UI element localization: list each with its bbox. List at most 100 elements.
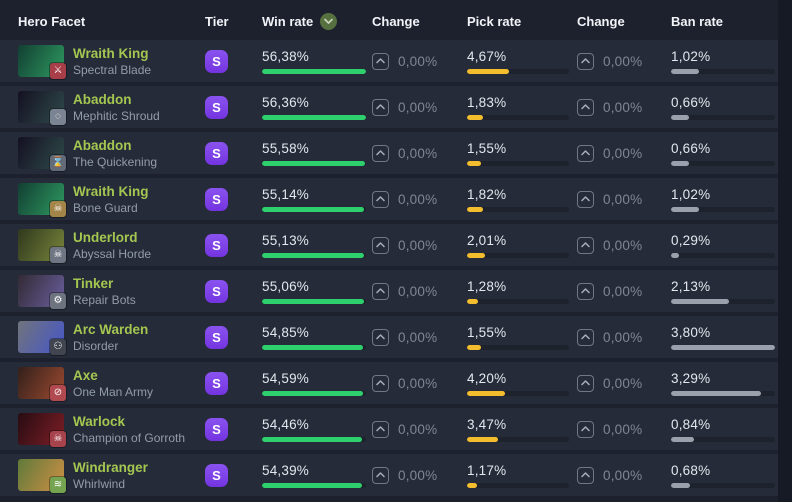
pick-rate-bar	[467, 252, 569, 258]
pick-rate-value: 1,55%	[467, 324, 507, 340]
change-up-icon	[372, 144, 389, 162]
ban-rate-value: 3,80%	[671, 324, 711, 340]
tier-badge: S	[205, 463, 228, 487]
win-rate-cell: 56,36%	[262, 95, 372, 120]
ban-rate-cell: 0,68%	[671, 463, 778, 488]
facet-name-label: Repair Bots	[73, 292, 136, 307]
tier-cell: S	[205, 95, 262, 119]
ban-rate-bar	[671, 114, 775, 120]
pick-change-value: 0,00%	[603, 237, 643, 253]
hero-portrait[interactable]: ☠	[18, 183, 66, 217]
change-up-icon	[372, 374, 389, 392]
col-header-pick-change[interactable]: Change	[577, 14, 671, 29]
table-row: ⚇ Arc Warden Disorder S 54,85% 0,00% 1,5…	[0, 316, 778, 358]
hero-name-link[interactable]: Wraith King	[73, 183, 149, 199]
win-rate-bar	[262, 390, 366, 396]
pick-rate-bar	[467, 114, 569, 120]
win-change-cell: 0,00%	[372, 466, 467, 484]
hero-portrait[interactable]: ⌛	[18, 137, 66, 171]
hero-name-link[interactable]: Warlock	[73, 413, 126, 429]
hero-name-link[interactable]: Windranger	[73, 459, 148, 475]
win-change-cell: 0,00%	[372, 98, 467, 116]
ban-rate-cell: 0,66%	[671, 95, 778, 120]
change-up-icon	[372, 282, 389, 300]
tier-badge: S	[205, 233, 228, 257]
hero-name-link[interactable]: Abaddon	[73, 137, 132, 153]
hero-facet-names: Axe One Man Army	[73, 368, 153, 399]
facet-name-label: Whirlwind	[73, 476, 126, 491]
pick-rate-value: 1,83%	[467, 94, 507, 110]
col-header-label: Change	[372, 13, 420, 29]
tier-cell: S	[205, 187, 262, 211]
change-up-icon	[372, 328, 389, 346]
col-header-label: Tier	[205, 13, 229, 29]
pick-rate-bar	[467, 298, 569, 304]
win-change-value: 0,00%	[398, 53, 438, 69]
pick-change-value: 0,00%	[603, 53, 643, 69]
hero-name-link[interactable]: Tinker	[73, 275, 114, 291]
hero-portrait[interactable]: ⚇	[18, 321, 66, 355]
ban-rate-cell: 0,29%	[671, 233, 778, 258]
win-rate-value: 54,85%	[262, 324, 309, 340]
col-header-tier[interactable]: Tier	[205, 14, 262, 29]
tier-badge: S	[205, 95, 228, 119]
hero-portrait[interactable]: ◌	[18, 91, 66, 125]
win-rate-value: 54,46%	[262, 416, 309, 432]
change-up-icon	[372, 466, 389, 484]
ban-rate-value: 2,13%	[671, 278, 711, 294]
hero-facet-cell: ⚇ Arc Warden Disorder	[18, 321, 205, 355]
win-change-cell: 0,00%	[372, 420, 467, 438]
hero-name-link[interactable]: Underlord	[73, 229, 138, 245]
sword-icon: ⚔	[50, 63, 66, 79]
change-up-icon	[577, 190, 594, 208]
hero-name-link[interactable]: Axe	[73, 367, 98, 383]
col-header-win-rate[interactable]: Win rate	[262, 12, 372, 30]
pick-rate-bar	[467, 436, 569, 442]
pick-change-cell: 0,00%	[577, 282, 671, 300]
hero-facet-names: Abaddon The Quickening	[73, 138, 157, 169]
col-header-pick-rate[interactable]: Pick rate	[467, 14, 577, 29]
change-up-icon	[372, 420, 389, 438]
tier-cell: S	[205, 325, 262, 349]
hero-facet-names: Warlock Champion of Gorroth	[73, 414, 185, 445]
hero-portrait[interactable]: ⚙	[18, 275, 66, 309]
hero-portrait[interactable]: ☠	[18, 413, 66, 447]
hero-portrait[interactable]: ☠	[18, 229, 66, 263]
hero-facet-names: Wraith King Bone Guard	[73, 184, 149, 215]
hero-facet-cell: ◌ Abaddon Mephitic Shroud	[18, 91, 205, 125]
ban-rate-value: 0,68%	[671, 462, 711, 478]
pick-rate-value: 4,67%	[467, 48, 507, 64]
pick-rate-cell: 1,55%	[467, 141, 577, 166]
hero-facet-cell: ☠ Underlord Abyssal Horde	[18, 229, 205, 263]
hero-name-link[interactable]: Arc Warden	[73, 321, 149, 337]
hero-name-link[interactable]: Wraith King	[73, 45, 149, 61]
win-change-cell: 0,00%	[372, 52, 467, 70]
pick-change-cell: 0,00%	[577, 190, 671, 208]
win-change-value: 0,00%	[398, 467, 438, 483]
facet-name-label: Bone Guard	[73, 200, 138, 215]
col-header-win-change[interactable]: Change	[372, 14, 467, 29]
change-up-icon	[577, 282, 594, 300]
hero-facet-cell: ⊘ Axe One Man Army	[18, 367, 205, 401]
win-change-value: 0,00%	[398, 375, 438, 391]
pick-rate-bar	[467, 482, 569, 488]
tier-cell: S	[205, 49, 262, 73]
pick-rate-cell: 1,83%	[467, 95, 577, 120]
hero-facet-names: Wraith King Spectral Blade	[73, 46, 151, 77]
win-rate-cell: 56,38%	[262, 49, 372, 74]
pick-rate-cell: 1,82%	[467, 187, 577, 212]
ban-rate-bar	[671, 68, 775, 74]
hero-facet-cell: ≋ Windranger Whirlwind	[18, 459, 205, 493]
skull-icon: ☠	[50, 201, 66, 217]
col-header-hero-facet[interactable]: Hero Facet	[18, 14, 205, 29]
col-header-ban-rate[interactable]: Ban rate	[671, 14, 778, 29]
ban-rate-cell: 1,02%	[671, 187, 778, 212]
hero-portrait[interactable]: ≋	[18, 459, 66, 493]
hero-portrait[interactable]: ⊘	[18, 367, 66, 401]
hero-name-link[interactable]: Abaddon	[73, 91, 132, 107]
hero-portrait[interactable]: ⚔	[18, 45, 66, 79]
tier-badge: S	[205, 417, 228, 441]
win-change-value: 0,00%	[398, 421, 438, 437]
facet-name-label: Spectral Blade	[73, 62, 152, 77]
change-up-icon	[577, 52, 594, 70]
